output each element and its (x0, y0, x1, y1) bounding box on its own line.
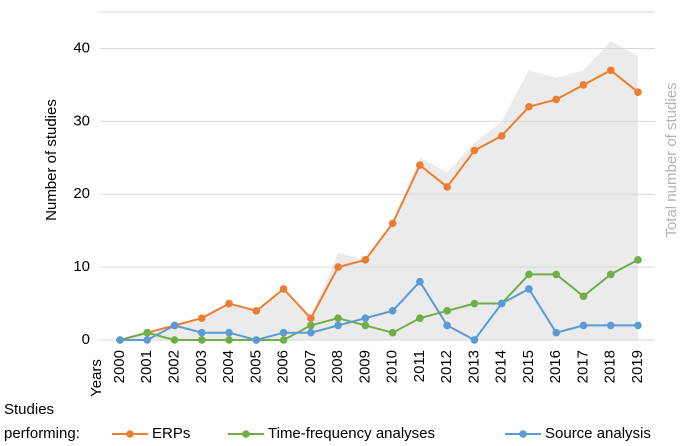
area-label: Total number of studies (663, 82, 680, 237)
data-point (606, 66, 615, 75)
data-point (334, 321, 342, 330)
data-point (170, 336, 179, 344)
legend-marker (242, 430, 250, 438)
data-point (470, 299, 479, 308)
data-point (470, 146, 479, 155)
data-point (307, 328, 315, 337)
data-point (525, 270, 533, 279)
data-point (552, 95, 561, 104)
x-tick-label: 2008 (329, 350, 346, 383)
x-tick-label: 2015 (520, 350, 537, 383)
legend-title: performing: (4, 425, 80, 442)
data-point (388, 307, 397, 315)
data-point (525, 285, 533, 293)
data-point (279, 328, 288, 337)
x-tick-label: 2006 (275, 350, 292, 383)
data-point (634, 256, 642, 264)
series-line (119, 258, 639, 341)
legend-item: ERPs (112, 425, 190, 442)
legend-item: Source analysis (505, 425, 651, 442)
data-point (443, 183, 451, 191)
data-point (525, 102, 533, 111)
data-point (307, 314, 315, 322)
x-tick-label: 2001 (138, 350, 155, 383)
data-point (416, 161, 424, 169)
data-point (279, 336, 288, 344)
data-point (443, 321, 451, 330)
data-point (416, 277, 424, 286)
legend-marker (519, 430, 527, 438)
data-point (579, 321, 588, 330)
data-point (634, 321, 642, 330)
data-point (334, 263, 342, 271)
data-point (416, 314, 424, 322)
data-point (552, 270, 561, 279)
data-point (606, 270, 615, 279)
y-tick-label: 30 (73, 112, 90, 129)
x-tick-label: 2000 (111, 350, 128, 383)
data-point (197, 314, 206, 322)
data-point (170, 321, 179, 330)
data-point (307, 321, 315, 330)
x-tick-label: 2003 (193, 350, 210, 383)
x-axis-label: Years (88, 359, 105, 397)
data-point (388, 328, 397, 337)
x-tick-label: 2005 (247, 350, 264, 383)
data-point (252, 336, 261, 344)
data-point (116, 336, 124, 344)
y-tick-label: 40 (73, 39, 90, 56)
data-point (334, 314, 342, 322)
data-point (225, 328, 233, 337)
legend-label: Source analysis (545, 425, 651, 442)
data-point (497, 132, 506, 140)
data-point (143, 328, 152, 337)
x-tick-label: 2014 (493, 350, 510, 383)
data-point (470, 336, 479, 344)
legend-title: Studies (4, 401, 54, 418)
data-point (579, 81, 588, 89)
legend-item: Time-frequency analyses (228, 425, 435, 442)
legend-label: Time-frequency analyses (268, 425, 435, 442)
x-tick-label: 2019 (629, 350, 646, 383)
x-tick-label: 2017 (574, 350, 591, 383)
legend-marker (126, 430, 134, 438)
data-point (497, 299, 506, 308)
data-point (606, 321, 615, 330)
data-point (225, 336, 233, 344)
series-line (119, 69, 639, 341)
data-point (361, 256, 370, 264)
data-point (361, 321, 370, 330)
data-point (361, 314, 370, 322)
data-point (197, 336, 206, 344)
x-tick-label: 2010 (384, 350, 401, 383)
x-tick-label: 2002 (165, 350, 182, 383)
y-tick-label: 20 (73, 185, 90, 202)
x-tick-label: 2016 (547, 350, 564, 383)
data-point (279, 285, 288, 293)
data-point (225, 299, 233, 308)
y-tick-label: 0 (82, 331, 90, 348)
data-point (443, 307, 451, 315)
data-point (252, 307, 261, 315)
x-tick-label: 2012 (438, 350, 455, 383)
total-area (120, 41, 638, 341)
x-tick-label: 2009 (356, 350, 373, 383)
data-point (143, 336, 152, 344)
x-tick-label: 2013 (465, 350, 482, 383)
x-tick-label: 2018 (602, 350, 619, 383)
data-point (634, 88, 642, 96)
data-point (579, 292, 588, 301)
x-tick-label: 2011 (411, 350, 428, 382)
data-point (388, 219, 397, 228)
legend-label: ERPs (152, 425, 190, 442)
x-tick-label: 2004 (220, 350, 237, 383)
x-tick-label: 2007 (302, 350, 319, 383)
y-axis-label: Number of studies (43, 99, 60, 221)
series-line (120, 280, 638, 342)
data-point (197, 328, 206, 337)
y-tick-label: 10 (73, 258, 90, 275)
data-point (552, 328, 561, 337)
